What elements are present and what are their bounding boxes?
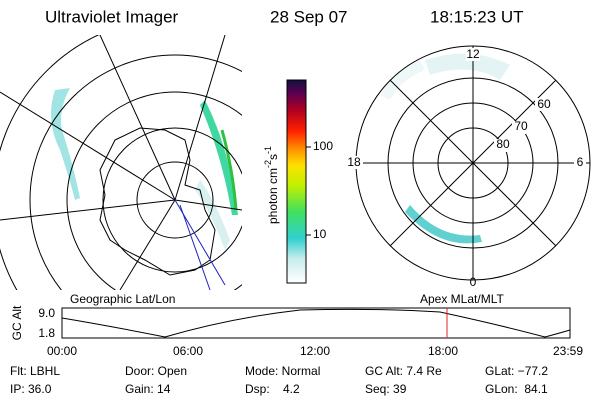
info-field: IP: 36.0	[10, 382, 52, 396]
x-tick-label: 00:00	[47, 344, 77, 358]
mlt-label: 12	[466, 47, 480, 61]
x-tick-label: 12:00	[300, 344, 330, 358]
unit-text: s	[266, 154, 280, 160]
plot-title: Geographic Lat/Lon	[70, 292, 175, 306]
unit-exp: -1	[263, 146, 273, 154]
info-field: Mode: Normal	[245, 364, 320, 378]
info-field: Flt: LBHL	[10, 364, 60, 378]
mlt-label: 0	[470, 275, 477, 289]
info-field: GC Alt: 7.4 Re	[365, 364, 442, 378]
info-field: GLon: 84.1	[485, 382, 548, 396]
date: 28 Sep 07	[270, 7, 348, 26]
polar-plot: 12 18 6 0 60 70 80	[345, 45, 591, 289]
altitude-plot: Geographic Lat/Lon Apex MLat/MLT GC Alt …	[10, 292, 583, 358]
info-field: Seq: 39	[365, 382, 407, 396]
y-label: GC Alt	[10, 305, 24, 340]
x-tick-label: 23:59	[553, 344, 583, 358]
info-field: GLat: −77.2	[485, 364, 548, 378]
colorbar-tick: 10	[313, 227, 327, 241]
info-field: Gain: 14	[125, 382, 171, 396]
mlat-label: 60	[537, 97, 551, 111]
y-tick-label: 9.0	[38, 306, 55, 320]
geographic-map	[0, 35, 242, 290]
x-tick-label: 06:00	[173, 344, 203, 358]
header: Ultraviolet Imager 28 Sep 07 18:15:23 UT	[45, 7, 524, 26]
info-panel: Flt: LBHL Door: Open Mode: Normal GC Alt: 7…	[10, 364, 548, 396]
info-field: Door: Open	[125, 364, 187, 378]
instrument: Ultraviolet Imager	[45, 7, 179, 26]
mlat-label: 70	[514, 119, 528, 133]
unit-text: photon cm	[266, 168, 280, 224]
unit-exp: -2	[263, 160, 273, 168]
mlt-label: 18	[347, 155, 361, 169]
colorbar-tick: 100	[313, 139, 333, 153]
mlat-label: 80	[496, 137, 510, 151]
plot-title: Apex MLat/MLT	[420, 292, 504, 306]
colorbar-unit: photon cm-2s-1	[263, 146, 280, 224]
y-tick-label: 1.8	[38, 326, 55, 340]
x-tick-label: 18:00	[428, 344, 458, 358]
info-field: Dsp: 4.2	[245, 382, 300, 396]
colorbar: 100 10 photon cm-2s-1	[263, 79, 333, 284]
mlt-label: 6	[577, 155, 584, 169]
time: 18:15:23 UT	[430, 7, 524, 26]
